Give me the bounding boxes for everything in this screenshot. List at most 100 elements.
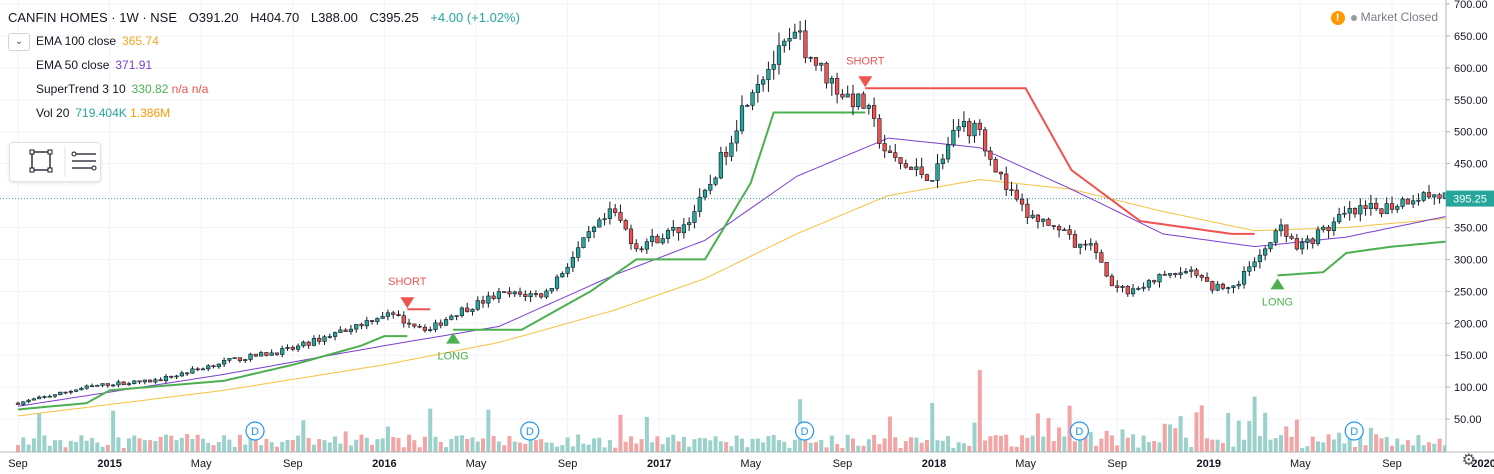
candle-body xyxy=(290,346,295,350)
candle-body xyxy=(454,315,459,317)
volume-bar xyxy=(285,439,290,452)
candle-body xyxy=(47,395,52,398)
dividend-marker[interactable] xyxy=(245,421,265,441)
volume-bar xyxy=(533,440,538,452)
candle-body xyxy=(597,219,602,228)
volume-bar xyxy=(454,435,459,452)
candle-body xyxy=(1062,229,1067,231)
volume-bar xyxy=(1205,438,1210,452)
collapse-indicators-button[interactable]: ⌄ xyxy=(8,33,30,51)
time-tick-label: May xyxy=(466,458,487,470)
volume-bar xyxy=(586,444,591,452)
price-tick-label: 300.00 xyxy=(1454,254,1488,266)
volume-bar xyxy=(671,434,676,452)
candle-body xyxy=(1342,212,1347,215)
rectangle-tool-icon[interactable] xyxy=(29,149,53,173)
candle-body xyxy=(761,79,766,85)
candle-body xyxy=(280,348,285,355)
warning-icon[interactable]: ! xyxy=(1330,11,1345,25)
candle-body xyxy=(1411,200,1416,205)
symbol-title[interactable]: CANFIN HOMES · 1W · NSE xyxy=(8,10,178,25)
volume-bar xyxy=(724,441,729,452)
indicator-ema50[interactable]: EMA 50 close 371.91 xyxy=(36,58,152,72)
time-tick-label: 2015 xyxy=(97,458,121,470)
candle-body xyxy=(1284,224,1289,237)
dividend-marker[interactable] xyxy=(794,421,815,441)
candle-body xyxy=(42,396,47,398)
candle-body xyxy=(1041,218,1046,222)
volume-bar xyxy=(750,438,755,452)
candle-body xyxy=(644,241,649,250)
volume-bar xyxy=(243,444,248,452)
candle-body xyxy=(1257,254,1262,263)
candle-body xyxy=(1130,288,1136,295)
menu-lines-icon[interactable] xyxy=(71,151,97,171)
candle-body xyxy=(924,174,930,181)
price-axis[interactable]: 50.00 100.00 150.00 200.00 250.00 300.00 350.0… xyxy=(1445,0,1494,474)
volume-bar xyxy=(1115,445,1120,452)
volume-bar xyxy=(602,447,607,452)
candle-body xyxy=(835,78,840,95)
candle-body xyxy=(428,329,433,331)
volume-bar xyxy=(1247,420,1252,452)
dividend-marker[interactable] xyxy=(1344,421,1364,441)
candle-body xyxy=(967,121,972,137)
volume-bar xyxy=(882,438,887,452)
indicator-name: EMA 50 close xyxy=(36,58,110,72)
candle-body xyxy=(253,353,258,357)
volume-bar xyxy=(1368,427,1373,452)
volume-bar xyxy=(808,442,813,452)
volume-bar xyxy=(803,438,808,452)
dividend-marker[interactable] xyxy=(1069,421,1090,441)
candle-body xyxy=(190,368,195,374)
indicator-supertrend[interactable]: SuperTrend 3 10 330.82 n/a n/a xyxy=(36,82,208,96)
indicator-volume[interactable]: Vol 20 719.404K 1.386M xyxy=(36,106,170,120)
candle-body xyxy=(607,208,612,219)
dividend-marker[interactable] xyxy=(520,421,540,441)
volume-bar xyxy=(850,438,855,452)
indicator-ema100[interactable]: EMA 100 close 365.74 xyxy=(36,34,159,48)
candle-body xyxy=(1437,194,1442,199)
candle-body xyxy=(1025,203,1030,218)
volume-bar xyxy=(1220,442,1225,452)
ema50-line xyxy=(17,137,1461,407)
candle-body xyxy=(359,324,364,327)
volume-bar xyxy=(766,436,771,452)
candle-body xyxy=(380,316,385,319)
volume-bar xyxy=(31,438,36,452)
candle-body xyxy=(1157,274,1162,283)
volume-bar xyxy=(375,439,380,452)
candle-body xyxy=(443,319,449,326)
candle-body xyxy=(26,399,31,403)
volume-bar xyxy=(1242,439,1247,452)
volume-bar xyxy=(333,436,338,452)
candle-body xyxy=(1315,229,1321,244)
volume-bar xyxy=(1120,429,1125,452)
volume-bar xyxy=(200,438,205,452)
candle-body xyxy=(332,332,338,337)
candle-body xyxy=(1009,189,1014,191)
candle-body xyxy=(211,365,216,368)
volume-bar xyxy=(121,447,126,452)
volume-bar xyxy=(459,435,464,452)
volume-bar xyxy=(311,444,316,452)
candle-body xyxy=(581,237,586,248)
candle-body xyxy=(845,93,850,98)
candle-body xyxy=(401,315,406,324)
volume-bar xyxy=(1358,435,1363,452)
candle-body xyxy=(840,93,845,98)
candle-body xyxy=(37,396,42,400)
volume-bar xyxy=(909,437,914,452)
volume-bar xyxy=(391,436,396,452)
gear-icon[interactable]: ⚙ xyxy=(1461,452,1476,469)
volume-bar xyxy=(1041,436,1046,452)
candle-body xyxy=(861,93,866,109)
volume-bar xyxy=(629,436,634,452)
time-axis[interactable]: Sep 2015 May Sep 2016 May Sep 2017 May Sep 2018 May… xyxy=(0,451,1494,470)
volume-bar xyxy=(1078,435,1083,452)
volume-bar xyxy=(819,439,824,452)
price-tick-label: 350.00 xyxy=(1454,222,1488,234)
volume-bar xyxy=(422,436,427,452)
